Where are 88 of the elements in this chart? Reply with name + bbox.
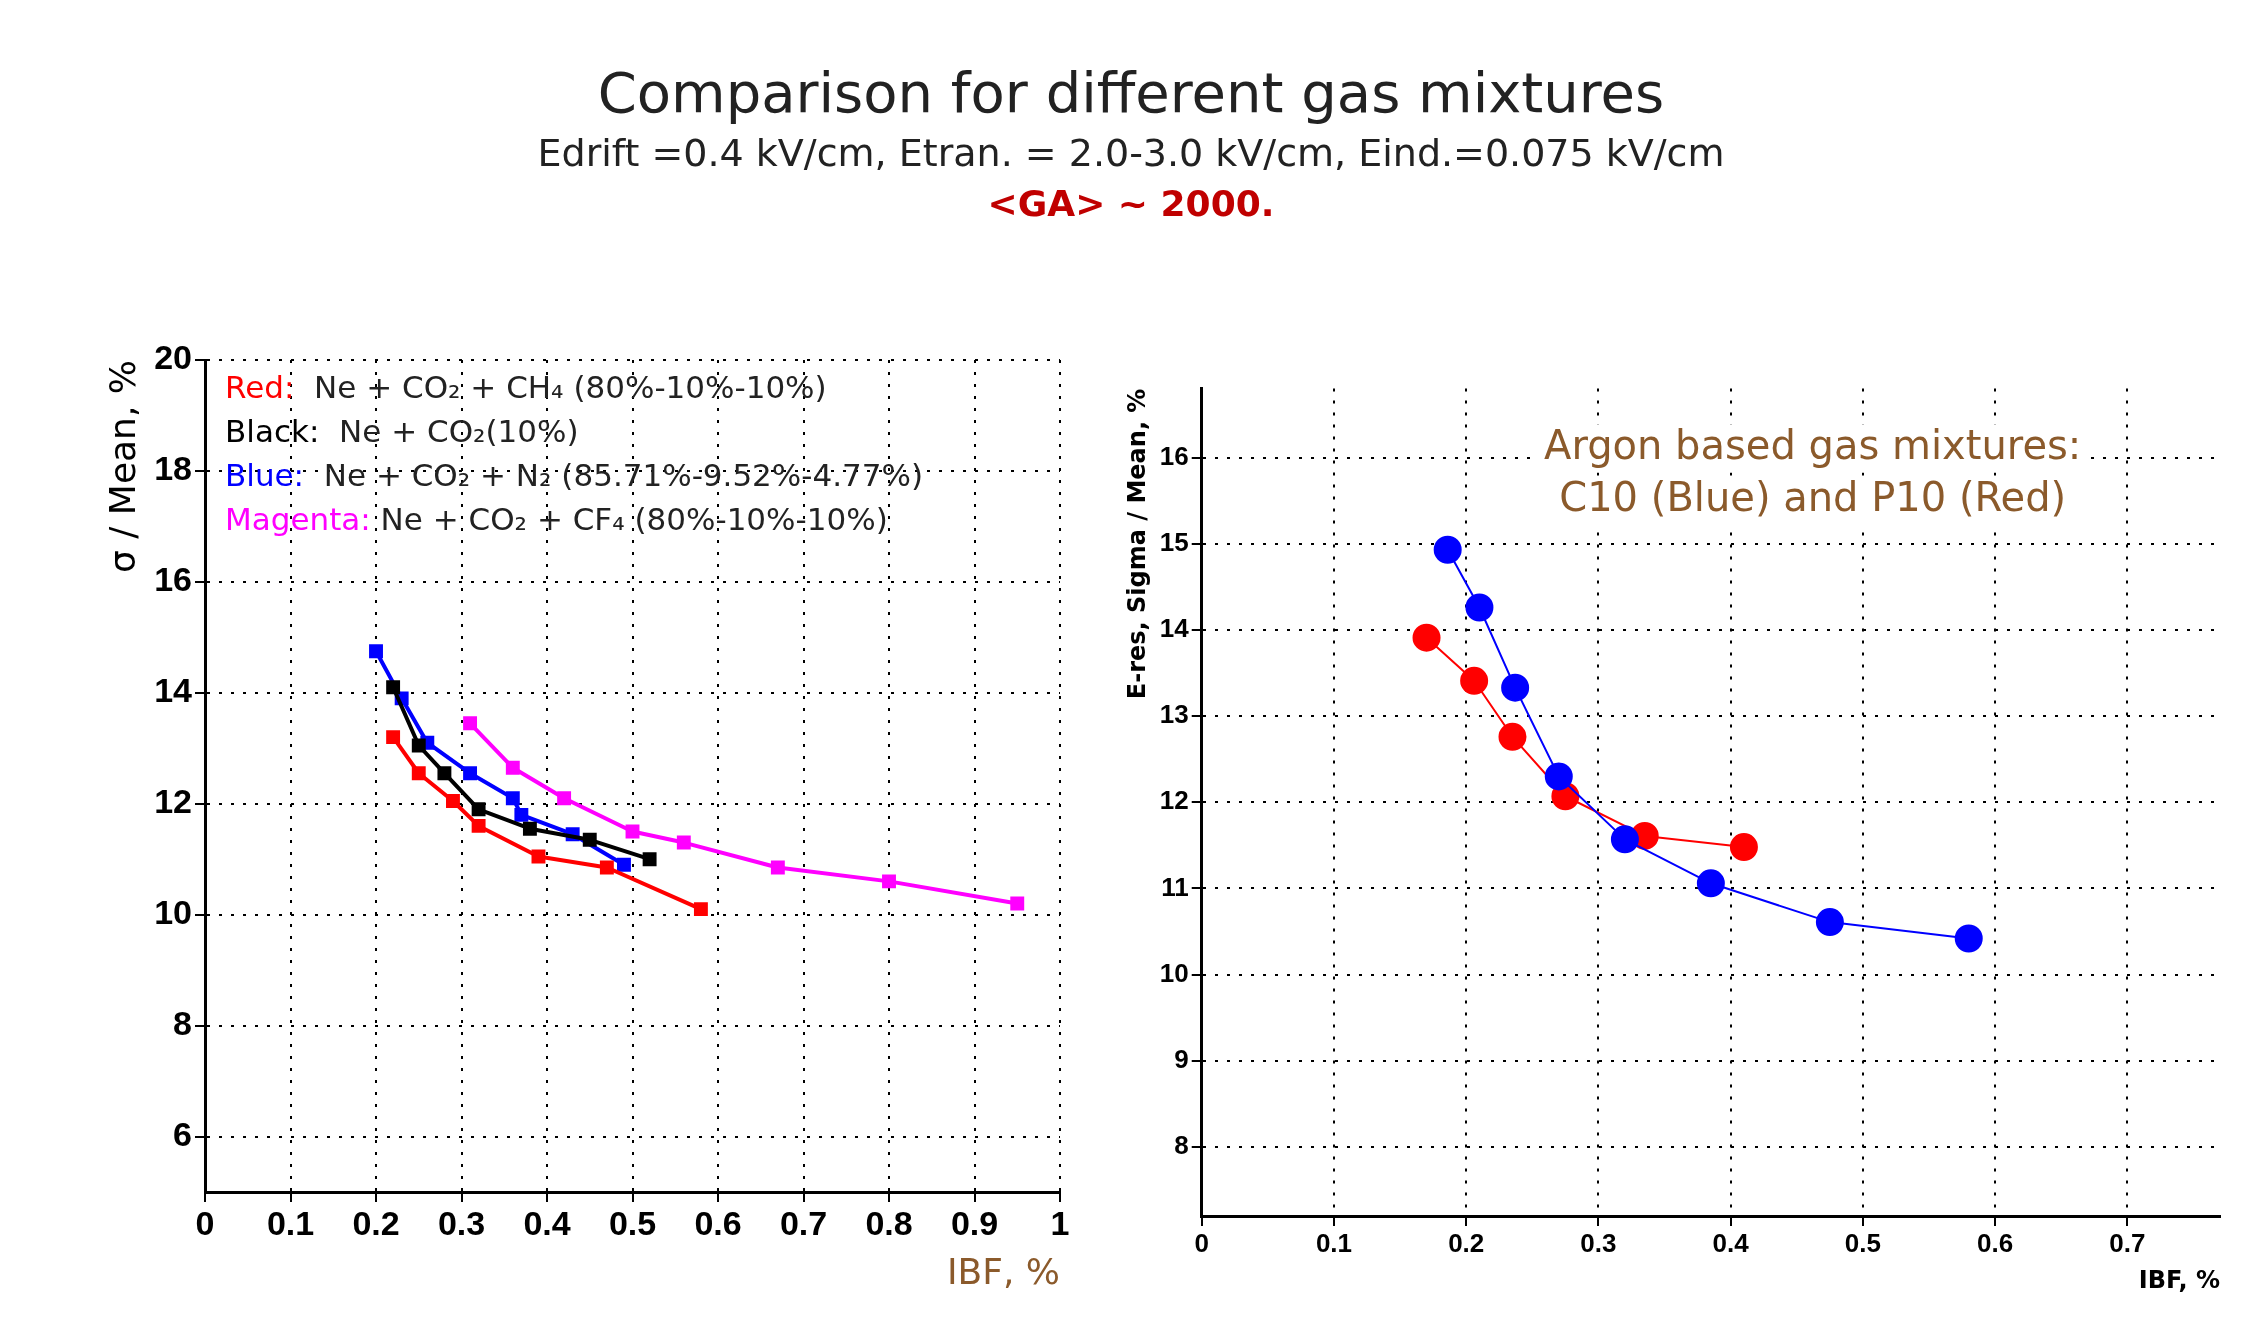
x-tick-label: 0.3	[437, 1203, 486, 1242]
y-tick-label: 8	[1174, 1130, 1189, 1161]
x-axis-title: IBF, %	[2138, 1265, 2220, 1294]
text: Black: Ne + CO₂(10%)	[225, 413, 579, 450]
text: Blue: Ne + CO₂ + N₂ (85.71%-9.52%-4.77%)	[225, 457, 924, 494]
point	[522, 821, 537, 836]
point	[386, 680, 401, 695]
x-tick-label: 0.2	[352, 1203, 400, 1242]
x-tick-label: 0.1	[266, 1203, 315, 1242]
point	[463, 716, 478, 731]
x-tick-label: 0.7	[779, 1203, 828, 1242]
point	[642, 852, 657, 867]
chart-title: Comparison for different gas mixtures	[596, 60, 1666, 125]
point	[437, 766, 452, 781]
point	[1954, 924, 1983, 953]
y-tick-label: 15	[1159, 526, 1189, 557]
x-tick-label: 0	[195, 1203, 215, 1242]
point	[693, 902, 708, 917]
y-tick-label: 10	[1159, 957, 1189, 988]
point	[599, 860, 614, 875]
point	[369, 644, 383, 659]
point	[386, 730, 401, 745]
point	[471, 802, 486, 817]
y-tick-label: 16	[1159, 440, 1189, 471]
point	[1544, 762, 1573, 791]
x-tick-label: 0.4	[1712, 1227, 1750, 1258]
point	[411, 738, 426, 753]
x-tick-label: 0.8	[865, 1203, 913, 1242]
point	[1465, 593, 1494, 622]
y-tick-label: 14	[1159, 613, 1190, 644]
point	[882, 874, 896, 889]
point	[617, 857, 631, 872]
x-tick-label: 0.2	[1448, 1227, 1485, 1258]
x-tick-label: 0.6	[1977, 1227, 2014, 1258]
point	[1501, 673, 1530, 702]
y-tick-label: 11	[1161, 871, 1189, 902]
point	[1729, 833, 1758, 862]
point	[1696, 869, 1725, 898]
text: Red: Ne + CO₂ + CH₄ (80%-10%-10%)	[225, 369, 827, 406]
annotation: Argon based gas mixtures:	[1544, 421, 2082, 468]
annotation: C10 (Blue) and P10 (Red)	[1559, 473, 2067, 520]
point	[1433, 535, 1462, 564]
x-tick-label: 0.4	[523, 1203, 571, 1242]
point	[514, 807, 529, 822]
y-tick-label: 16	[154, 560, 193, 599]
y-tick-label: 8	[173, 1003, 193, 1042]
point	[505, 760, 520, 775]
y-tick-label: 10	[154, 893, 193, 932]
point	[1010, 896, 1025, 911]
point	[770, 860, 785, 875]
point	[582, 832, 597, 847]
point	[505, 791, 520, 806]
x-tick-label: 0	[1194, 1227, 1209, 1258]
x-tick-label: 0.1	[1315, 1227, 1353, 1258]
text: Magenta: Ne + CO₂ + CF₄ (80%-10%-10%)	[225, 501, 888, 538]
point	[625, 824, 640, 839]
chart-subtitle: Edrift =0.4 kV/cm, Etran. = 2.0-3.0 kV/cm, Eind.=0.075 kV/cm	[536, 131, 1726, 175]
y-tick-label: 18	[154, 449, 193, 488]
point	[471, 818, 486, 833]
point	[446, 794, 460, 808]
y-tick-label: 14	[154, 671, 193, 710]
point	[1412, 623, 1441, 652]
y-tick-label: 12	[154, 782, 193, 821]
x-tick-label: 0.9	[950, 1203, 999, 1242]
x-tick-label: 0.3	[1580, 1227, 1617, 1258]
point	[411, 766, 426, 781]
y-tick-label: 20	[154, 338, 193, 377]
text: <GA> ~ 2000.	[986, 183, 1276, 224]
y-tick-label: 6	[173, 1114, 193, 1153]
point	[1815, 908, 1844, 937]
point	[676, 835, 691, 850]
y-tick-label: 9	[1174, 1044, 1189, 1075]
y-tick-label: 13	[1159, 699, 1189, 730]
x-axis-title: IBF, %	[946, 1250, 1060, 1292]
point	[1498, 722, 1527, 751]
x-tick-label: 0.5	[608, 1203, 657, 1242]
x-tick-label: 0.6	[694, 1203, 742, 1242]
point	[1610, 825, 1639, 854]
point	[1460, 666, 1489, 695]
x-tick-label: 1	[1050, 1203, 1070, 1242]
y-axis-title: E-res, Sigma / Mean, %	[1122, 388, 1151, 700]
x-tick-label: 0.7	[2109, 1227, 2146, 1258]
point	[557, 791, 572, 806]
y-tick-label: 12	[1159, 785, 1189, 816]
x-tick-label: 0.5	[1844, 1227, 1882, 1258]
point	[463, 766, 478, 781]
point	[531, 849, 546, 864]
y-axis-title: σ / Mean, %	[101, 360, 143, 574]
